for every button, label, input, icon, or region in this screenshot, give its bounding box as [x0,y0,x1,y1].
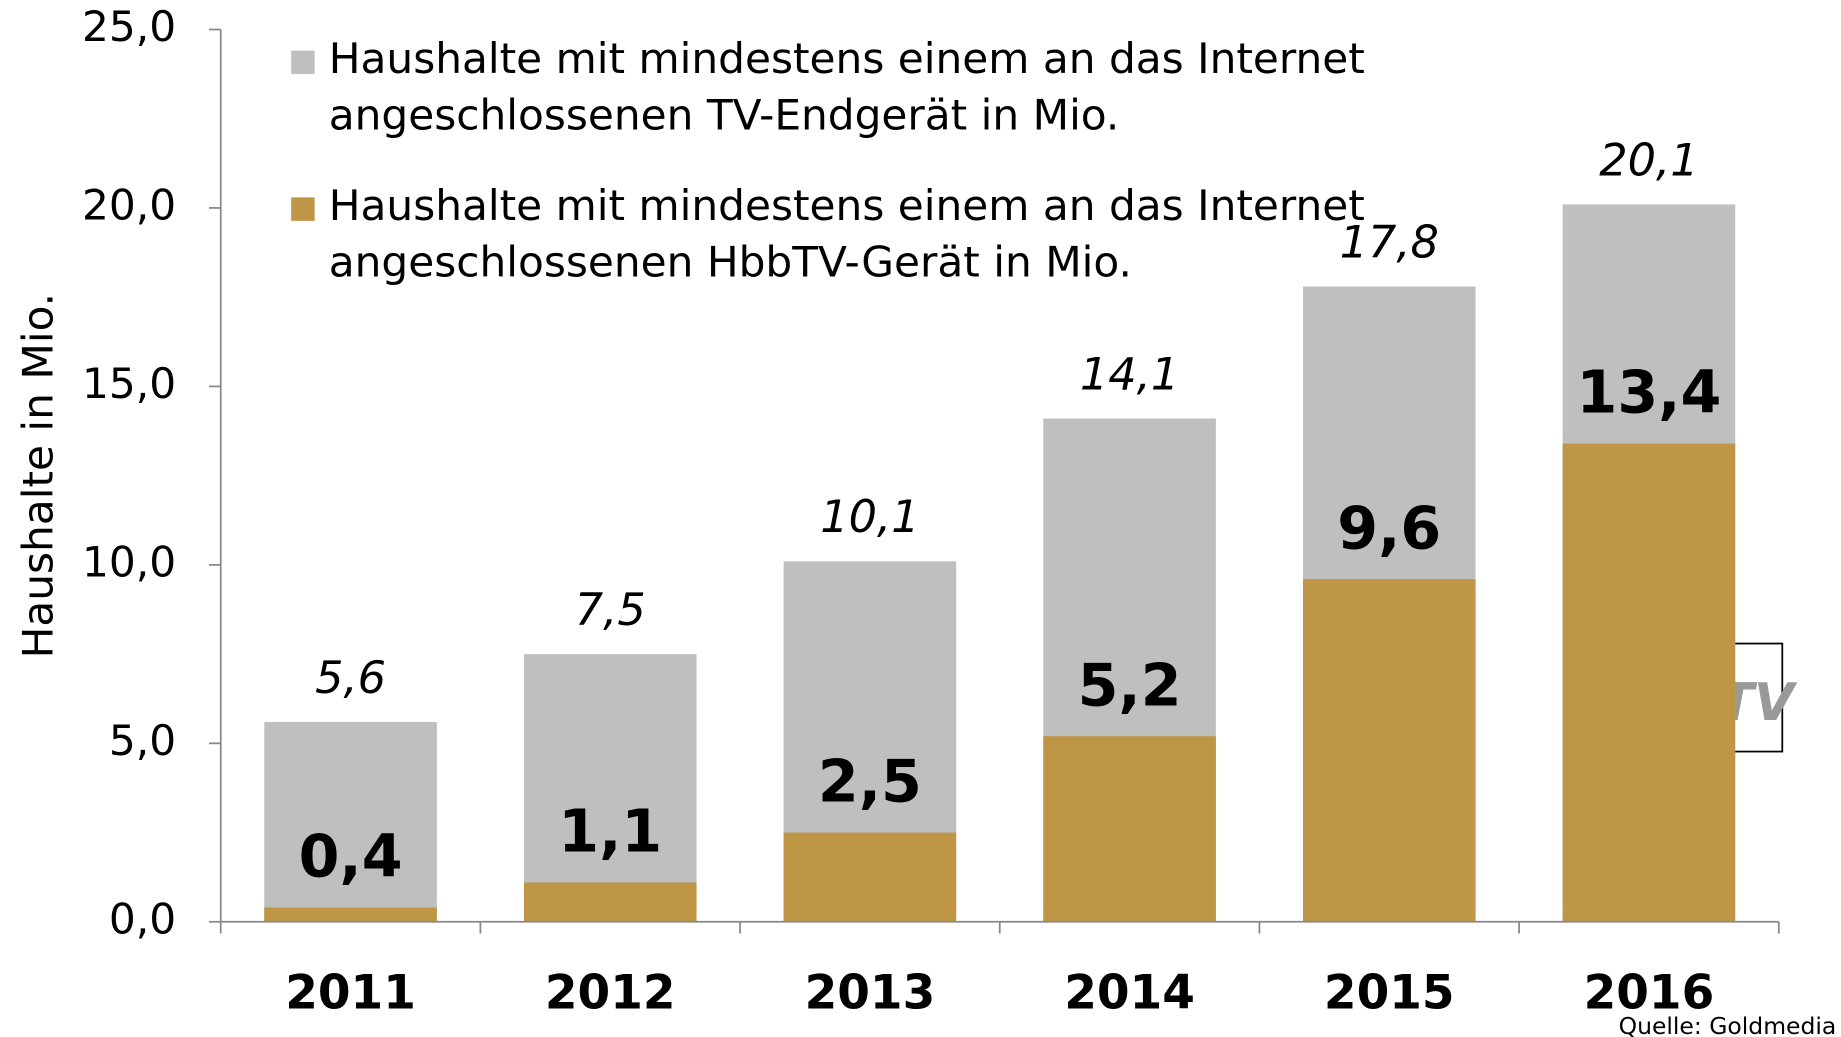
legend-line: Haushalte mit mindestens einem an das In… [329,180,1365,229]
bar [264,721,437,922]
y-axis-label: Haushalte in Mio. [14,293,63,659]
y-tick-label: 20,0 [82,180,176,229]
x-tick-label: 2013 [805,965,936,1020]
bar [264,907,437,922]
y-tick-label: 15,0 [82,359,176,408]
legend-item: Haushalte mit mindestens einem an das In… [291,180,1365,286]
total-label: 7,5 [575,584,646,636]
x-tick-label: 2012 [545,965,676,1020]
value-label: 2,5 [818,748,922,816]
value-label: 9,6 [1337,494,1441,562]
bar [783,832,957,922]
legend-item: Haushalte mit mindestens einem an das In… [291,34,1365,139]
y-tick-label: 25,0 [82,2,176,51]
total-label: 17,8 [1340,216,1439,268]
y-tick-label: 0,0 [109,894,176,943]
x-tick-label: 2015 [1324,965,1455,1020]
legend-line: angeschlossenen HbbTV-Gerät in Mio. [329,237,1132,286]
legend-line: angeschlossenen TV-Endgerät in Mio. [329,90,1120,139]
total-label: 10,1 [820,491,919,543]
x-tick-label: 2016 [1584,965,1715,1020]
bar [523,654,697,922]
total-label: 14,1 [1080,348,1179,400]
bar [1562,443,1736,922]
value-label: 1,1 [558,798,662,866]
value-label: 13,4 [1577,359,1722,427]
legend-swatch [291,197,315,221]
x-tick-label: 2011 [285,965,416,1020]
legend-swatch [291,50,315,75]
value-label: 5,2 [1078,651,1182,719]
y-tick-label: 10,0 [82,537,176,586]
x-tick-label: 2014 [1064,965,1195,1020]
bar [1302,579,1476,922]
legend-line: Haushalte mit mindestens einem an das In… [329,34,1365,83]
value-label: 0,4 [299,823,403,891]
bar [523,882,697,922]
source: Quelle: Goldmedia [1619,1012,1837,1037]
total-label: 20,1 [1599,134,1698,186]
y-tick-label: 5,0 [109,716,176,765]
bar [1043,736,1216,922]
total-label: 5,6 [315,652,386,704]
legend-label: Haushalte mit mindestens einem an das In… [329,34,1365,139]
legend-label: Haushalte mit mindestens einem an das In… [329,180,1365,285]
